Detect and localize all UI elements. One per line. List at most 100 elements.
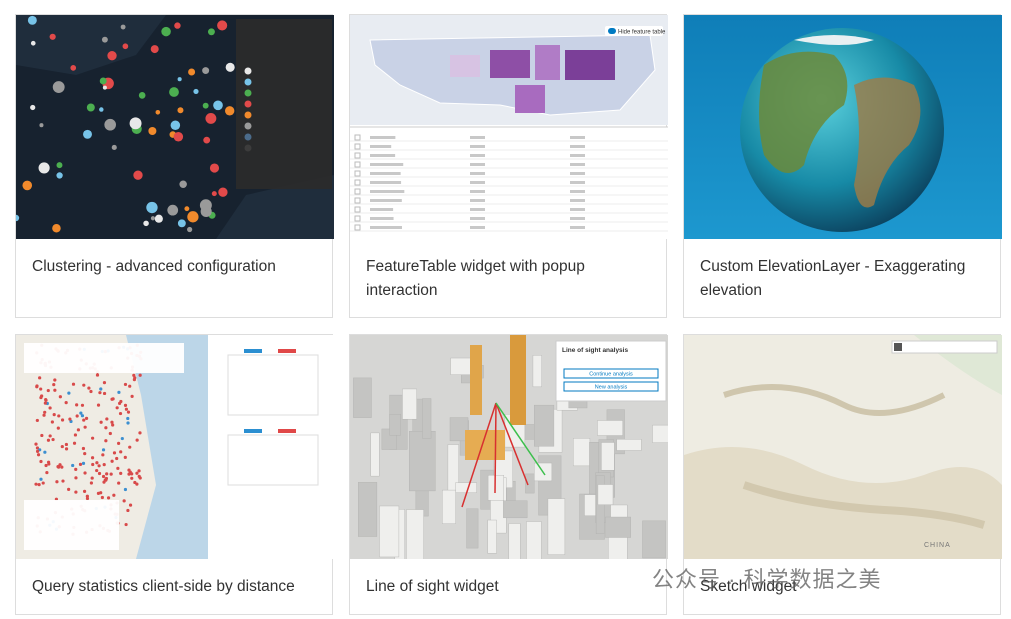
incident: [104, 439, 108, 443]
incident: [80, 414, 85, 418]
incident: [106, 496, 111, 500]
cluster: [30, 104, 36, 111]
incident: [96, 491, 101, 495]
incident: [79, 411, 83, 415]
checkbox: [354, 224, 361, 231]
incident: [102, 381, 107, 385]
incident: [95, 373, 100, 377]
incident: [64, 401, 68, 405]
incident: [82, 383, 86, 387]
cluster: [102, 85, 107, 90]
incident: [53, 378, 57, 382]
sample-card[interactable]: Hide feature table FeatureTable widget w…: [349, 14, 668, 318]
cell: [470, 163, 485, 166]
building: [449, 417, 469, 442]
incident: [51, 437, 55, 442]
cluster: [101, 36, 108, 43]
checkbox: [354, 215, 361, 222]
incident: [44, 398, 48, 402]
sample-card[interactable]: Clustering - advanced configuration: [15, 14, 334, 318]
incident: [135, 438, 139, 442]
sample-card[interactable]: Custom ElevationLayer - Exaggerating ele…: [683, 14, 1002, 318]
button[interactable]: [563, 368, 659, 379]
incident: [112, 451, 117, 455]
button[interactable]: [563, 381, 659, 392]
incident: [82, 418, 86, 422]
incident: [67, 487, 71, 491]
building: [358, 482, 378, 537]
building: [406, 509, 424, 559]
building: [389, 414, 401, 436]
building: [605, 516, 631, 538]
incident: [48, 434, 52, 438]
card-title: Clustering - advanced configuration: [32, 258, 276, 275]
cluster: [56, 162, 63, 169]
cell: [470, 190, 485, 193]
incident: [85, 496, 90, 501]
sample-card[interactable]: Query statistics client-side by distance: [15, 334, 334, 615]
incident: [115, 406, 119, 410]
cluster: [202, 67, 210, 75]
incident: [60, 444, 64, 449]
cell: [370, 208, 394, 211]
incident: [102, 391, 107, 396]
incident: [138, 373, 142, 377]
cell: [370, 163, 404, 166]
cluster: [205, 112, 217, 124]
checkbox: [354, 197, 361, 204]
cell: [370, 172, 401, 175]
incident: [52, 413, 56, 417]
cluster: [120, 24, 126, 30]
card-title: Custom ElevationLayer - Exaggerating ele…: [700, 258, 966, 299]
legend-swatch: [244, 133, 252, 141]
toggle[interactable]: [605, 26, 663, 36]
incident: [55, 480, 59, 484]
incident: [126, 508, 130, 513]
building: [508, 523, 521, 559]
incident: [104, 426, 108, 430]
sample-card[interactable]: CHINA Sketch widget: [683, 334, 1002, 615]
incident: [137, 474, 141, 478]
incident: [111, 397, 115, 401]
cluster: [211, 191, 217, 197]
cluster: [177, 219, 186, 228]
incident: [137, 469, 141, 473]
cell: [370, 154, 396, 157]
incident: [117, 481, 121, 485]
cluster: [107, 51, 117, 61]
incident: [102, 463, 106, 467]
incident: [57, 465, 61, 469]
cluster: [16, 214, 20, 222]
incident: [101, 474, 106, 479]
incident: [71, 382, 76, 386]
incident: [80, 403, 85, 407]
cluster: [86, 103, 95, 112]
cluster: [218, 187, 228, 197]
cell: [370, 190, 405, 193]
cluster: [170, 120, 181, 130]
building: [370, 432, 380, 477]
incident: [115, 456, 119, 461]
incident: [72, 441, 77, 445]
incident: [90, 456, 95, 460]
incident: [130, 394, 134, 399]
panel-title: Line of sight analysis: [562, 347, 628, 354]
cluster: [225, 62, 235, 72]
building: [616, 439, 642, 451]
building: [573, 438, 591, 467]
incident: [128, 445, 132, 449]
incident: [112, 493, 116, 497]
cluster: [202, 102, 209, 109]
incident: [46, 438, 51, 442]
cluster: [209, 163, 220, 173]
incident: [58, 395, 62, 399]
incident: [123, 382, 128, 387]
sample-card[interactable]: Line of sight analysis Continue analysis…: [349, 334, 668, 615]
cluster: [225, 106, 235, 116]
card-title: Line of sight widget: [366, 578, 499, 595]
cell: [470, 145, 485, 148]
incident: [130, 476, 134, 480]
incident: [82, 489, 87, 493]
building: [652, 424, 668, 443]
